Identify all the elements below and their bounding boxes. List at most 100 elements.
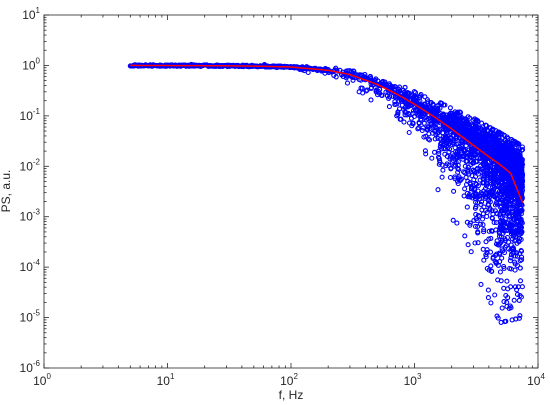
scatter-point <box>498 203 504 209</box>
scatter-point <box>481 192 487 198</box>
scatter-point <box>491 219 497 226</box>
scatter-point <box>517 153 523 159</box>
scatter-point <box>452 114 458 120</box>
scatter-point <box>488 145 494 151</box>
scatter-point <box>494 313 500 319</box>
y-tick-label-base: 10 <box>20 109 34 123</box>
scatter-point <box>513 204 519 210</box>
scatter-point <box>489 189 495 195</box>
scatter-point <box>481 227 487 233</box>
scatter-point <box>488 300 494 306</box>
scatter-point <box>440 167 446 173</box>
y-tick-label-base: 10 <box>20 311 34 325</box>
scatter-point <box>472 168 478 174</box>
x-tick-label-exponent: 3 <box>417 372 422 381</box>
scatter-point <box>514 291 521 297</box>
scatter-point <box>501 198 508 204</box>
scatter-point <box>425 136 431 142</box>
y-tick-label-exponent: -1 <box>33 107 41 116</box>
scatter-point <box>507 265 513 272</box>
scatter-point <box>509 210 515 216</box>
scatter-point <box>447 138 453 145</box>
scatter-point <box>508 228 514 234</box>
scatter-point <box>496 135 502 141</box>
scatter-point <box>484 176 490 182</box>
scatter-point <box>496 241 503 247</box>
scatter-point <box>421 120 427 126</box>
scatter-point <box>475 230 481 236</box>
scatter-point <box>501 155 507 162</box>
x-tick-label-exponent: 2 <box>293 372 298 381</box>
scatter-point <box>479 207 485 213</box>
scatter-point <box>443 112 449 118</box>
scatter-point <box>459 143 465 149</box>
scatter-point <box>517 250 523 257</box>
scatter-point <box>501 263 507 270</box>
scatter-point <box>471 185 478 191</box>
y-tick-label: 10-4 <box>20 258 41 274</box>
scatter-point <box>471 147 477 153</box>
scatter-point <box>490 180 496 186</box>
y-tick-label: 10-6 <box>20 359 41 375</box>
scatter-point <box>513 237 519 243</box>
scatter-point <box>518 225 524 231</box>
scatter-point <box>453 120 459 126</box>
y-tick-label: 10-5 <box>20 309 41 325</box>
scatter-point <box>435 187 441 193</box>
scatter-point <box>517 278 524 284</box>
scatter-point <box>480 222 486 228</box>
scatter-point <box>492 208 498 214</box>
scatter-point <box>456 166 462 173</box>
scatter-point <box>515 148 521 154</box>
scatter-point <box>415 126 421 132</box>
scatter-point <box>509 189 515 195</box>
scatter-point <box>441 140 447 146</box>
y-tick-label: 10-2 <box>20 157 41 173</box>
scatter-point <box>436 102 442 108</box>
y-axis-label: PS, a.u. <box>0 170 13 213</box>
scatter-point <box>469 173 475 179</box>
scatter-point <box>397 116 403 122</box>
y-tick-label-base: 10 <box>20 260 34 274</box>
scatter-point <box>494 163 500 169</box>
scatter-point <box>462 233 468 239</box>
scatter-point <box>442 151 448 157</box>
x-tick-label-base: 10 <box>33 374 47 388</box>
scatter-point <box>419 127 425 134</box>
scatter-point <box>473 130 479 136</box>
scatter-point <box>517 313 523 319</box>
scatter-point <box>448 117 454 123</box>
scatter-point <box>463 120 469 126</box>
scatter-point <box>516 238 522 244</box>
scatter-point <box>519 161 525 167</box>
scatter-point <box>481 229 487 235</box>
scatter-point <box>501 285 507 291</box>
scatter-point <box>429 155 435 161</box>
scatter-point <box>418 116 424 122</box>
y-tick-label-exponent: -2 <box>33 157 41 166</box>
scatter-point <box>447 128 454 135</box>
scatter-point <box>502 178 508 184</box>
scatter-point <box>405 91 411 97</box>
scatter-point <box>459 114 465 121</box>
scatter-point <box>511 246 517 252</box>
y-tick-label-base: 10 <box>20 361 34 375</box>
scatter-point <box>446 149 452 155</box>
scatter-point <box>481 168 487 174</box>
scatter-point <box>487 249 494 255</box>
scatter-point <box>409 123 415 129</box>
scatter-point <box>474 165 480 172</box>
scatter-point <box>433 131 439 137</box>
scatter-point <box>475 240 481 246</box>
scatter-point <box>437 136 443 142</box>
scatter-point <box>475 183 481 189</box>
scatter-point <box>501 203 507 209</box>
scatter-point <box>480 179 486 185</box>
scatter-point <box>454 178 461 184</box>
scatter-point <box>478 201 484 207</box>
x-tick-label-base: 10 <box>280 374 294 388</box>
scatter-point <box>493 145 499 151</box>
scatter-point <box>462 186 468 192</box>
scatter-point <box>498 176 504 182</box>
scatter-point <box>467 180 473 186</box>
